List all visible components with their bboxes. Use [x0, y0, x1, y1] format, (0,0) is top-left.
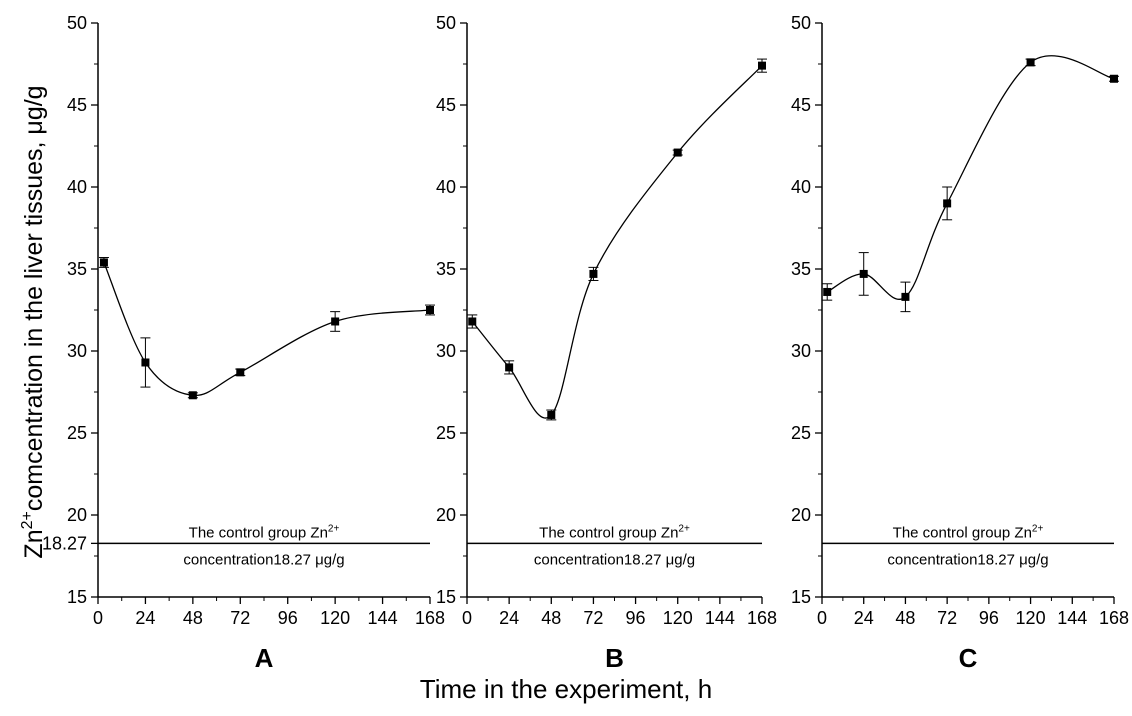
y-tick-label: 50: [67, 13, 87, 33]
data-point: [547, 411, 555, 419]
control-note-line2: concentration18.27 μg/g: [183, 551, 344, 568]
x-tick-label: 120: [1016, 608, 1046, 628]
control-note-line1: The control group Zn2+: [539, 523, 690, 541]
y-tick-label: 35: [67, 259, 87, 279]
panel-a: 15 20 25 30 35 40 45 50 0 24 48 72 96 120 144 168 18.27 T…: [42, 13, 445, 673]
panel-b: 15 20 25 30 35 40 45 50 0 24 48 72 96 120 144 168 The co…: [436, 13, 777, 673]
y-tick-label: 25: [791, 423, 811, 443]
data-point: [505, 363, 513, 371]
x-tick-label: 96: [979, 608, 999, 628]
series-line: [827, 56, 1114, 300]
y-tick-label: 35: [791, 259, 811, 279]
x-axis-label: Time in the experiment, h: [420, 674, 712, 704]
x-tick-label: 168: [747, 608, 777, 628]
data-point: [141, 358, 149, 366]
x-tick-label: 72: [937, 608, 957, 628]
data-point: [100, 258, 108, 266]
y-tick-label: 45: [67, 95, 87, 115]
x-tick-label: 72: [230, 608, 250, 628]
x-tick-label: 24: [135, 608, 155, 628]
panel-label-b: B: [605, 643, 624, 673]
data-point: [331, 317, 339, 325]
y-tick-label-control: 18.27: [42, 533, 87, 553]
series-line: [104, 262, 430, 395]
x-tick-label: 120: [320, 608, 350, 628]
x-tick-label: 24: [499, 608, 519, 628]
x-tick-label: 72: [583, 608, 603, 628]
panels: 15 20 25 30 35 40 45 50 0 24 48 72 96 120 144 168 18.27 T…: [42, 13, 1129, 673]
y-tick-label: 50: [791, 13, 811, 33]
panel-label-a: A: [255, 643, 274, 673]
x-tick-label: 48: [541, 608, 561, 628]
data-point: [674, 149, 682, 157]
y-tick-label: 45: [436, 95, 456, 115]
y-tick-label: 45: [791, 95, 811, 115]
y-tick-label: 50: [436, 13, 456, 33]
control-note-line2: concentration18.27 μg/g: [887, 551, 1048, 568]
y-tick-label: 35: [436, 259, 456, 279]
y-tick-label: 30: [791, 341, 811, 361]
x-tick-label: 144: [368, 608, 398, 628]
y-tick-label: 15: [67, 587, 87, 607]
y-tick-label: 20: [436, 505, 456, 525]
data-point: [823, 288, 831, 296]
data-point: [758, 62, 766, 70]
y-tick-label: 15: [436, 587, 456, 607]
x-tick-label: 144: [1057, 608, 1087, 628]
data-point: [860, 270, 868, 278]
x-tick-label: 0: [93, 608, 103, 628]
control-note-line1: The control group Zn2+: [893, 523, 1044, 541]
x-tick-label: 48: [895, 608, 915, 628]
y-axis-label: Zn2+comcentration in the liver tissues, …: [19, 85, 48, 558]
data-point: [189, 391, 197, 399]
x-tick-label: 96: [278, 608, 298, 628]
data-point: [943, 199, 951, 207]
data-point: [1027, 58, 1035, 66]
data-point: [901, 293, 909, 301]
data-point: [1110, 75, 1118, 83]
data-point: [236, 368, 244, 376]
x-tick-label: 168: [1099, 608, 1129, 628]
y-tick-label: 25: [436, 423, 456, 443]
data-point: [589, 270, 597, 278]
y-tick-label: 20: [791, 505, 811, 525]
x-tick-label: 144: [705, 608, 735, 628]
data-point: [426, 306, 434, 314]
y-tick-label: 20: [67, 505, 87, 525]
x-tick-label: 0: [462, 608, 472, 628]
y-tick-label: 40: [436, 177, 456, 197]
x-tick-label: 96: [626, 608, 646, 628]
y-tick-label: 25: [67, 423, 87, 443]
y-tick-label: 30: [67, 341, 87, 361]
panel-c: 15 20 25 30 35 40 45 50 0 24 48 72 96 120 144 168 The co…: [791, 13, 1129, 673]
y-tick-label: 40: [791, 177, 811, 197]
y-tick-label: 30: [436, 341, 456, 361]
x-tick-label: 0: [817, 608, 827, 628]
panel-label-c: C: [959, 643, 978, 673]
x-tick-label: 48: [183, 608, 203, 628]
x-tick-label: 120: [663, 608, 693, 628]
y-tick-label: 40: [67, 177, 87, 197]
control-note-line2: concentration18.27 μg/g: [534, 551, 695, 568]
data-point: [468, 317, 476, 325]
series-line: [472, 66, 762, 418]
x-tick-label: 24: [854, 608, 874, 628]
control-note-line1: The control group Zn2+: [189, 523, 340, 541]
y-tick-label: 15: [791, 587, 811, 607]
x-tick-label: 168: [415, 608, 445, 628]
